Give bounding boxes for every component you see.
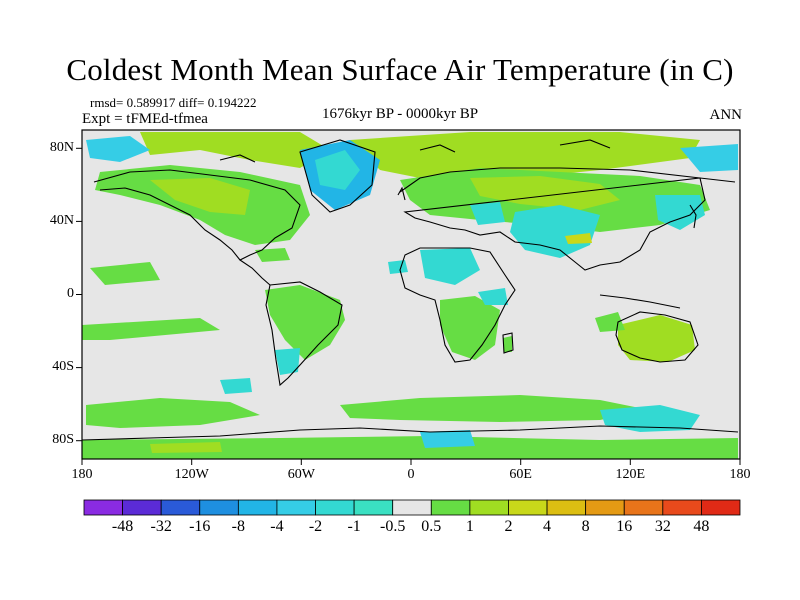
colorbar-box [508, 499, 548, 516]
coast-eurasia [399, 167, 736, 271]
coast-central-america [239, 259, 271, 286]
pacific-warm-strip [82, 318, 220, 340]
lon-label-120w: 120W [174, 467, 209, 482]
sahara-cool [420, 248, 480, 285]
east-asia-cool [655, 195, 705, 230]
east-africa-cool [478, 288, 508, 305]
arctic-warm-band-east [350, 132, 700, 180]
colorbar-label: -32 [150, 518, 172, 535]
season-label: ANN [709, 107, 743, 123]
greenland-cool-inner [315, 150, 360, 190]
lon-label-60e: 60E [509, 467, 532, 482]
arctic-cool-patch-west [86, 136, 150, 162]
arctic-warm-band [140, 132, 330, 168]
pacific-warm-patch [90, 262, 160, 285]
coast-africa [399, 247, 516, 363]
colorbar-box [430, 499, 471, 516]
colorbar-label: 32 [654, 518, 671, 535]
lon-label-120e: 120E [615, 467, 646, 482]
experiment-label: Expt = tFMEd-tfmea [82, 111, 208, 127]
colorbar-box [315, 499, 355, 516]
eurasia-warm-core [470, 176, 620, 210]
south-america-cool [275, 348, 300, 375]
coast-greenland [299, 139, 376, 213]
colorbar-box [199, 499, 239, 516]
lat-label-40s: 40S [52, 359, 74, 374]
southern-ocean-warm-b [340, 395, 650, 422]
colorbar-box [83, 499, 123, 516]
anomaly-field [82, 132, 738, 459]
colorbar-label: 1 [465, 518, 474, 535]
colorbar-label: -1 [347, 518, 361, 535]
colorbar-box [662, 499, 702, 516]
colorbar-label: -0.5 [380, 518, 406, 535]
colorbar-label: -16 [189, 518, 211, 535]
tibet-warm [565, 233, 592, 244]
lat-label-80n: 80N [49, 140, 74, 155]
colorbar-box [276, 499, 316, 516]
axis-ticks [76, 147, 741, 465]
antarctic-cool-patch [420, 430, 475, 448]
southern-ocean-warm-a [86, 398, 260, 428]
colorbar-box [701, 499, 741, 516]
lon-label-0: 0 [407, 467, 415, 482]
colorbar-label: -8 [231, 518, 245, 535]
madagascar-warm [503, 336, 512, 352]
coast-japan [689, 204, 697, 229]
colorbar-box [469, 499, 509, 516]
southern-ocean-cool-small [220, 378, 252, 394]
colorbar-box [585, 499, 625, 516]
colorbar-label: 16 [616, 518, 633, 535]
central-asia-cool [510, 205, 600, 258]
colorbar-label: 8 [581, 518, 590, 535]
coast-antarctica [81, 425, 739, 441]
australia-warm [618, 315, 695, 362]
coast-arctic-islands [219, 139, 611, 163]
lon-label-180e: 180 [729, 467, 751, 482]
lon-label-60w: 60W [287, 467, 315, 482]
colorbar-box [623, 499, 664, 516]
colorbar-label: 48 [693, 518, 710, 535]
colorbar-label: 4 [543, 518, 552, 535]
colorbar-label: -48 [111, 518, 134, 535]
colorbar-label: 2 [504, 518, 513, 535]
lat-label-40n: 40N [49, 213, 74, 228]
arctic-cool-patch-east [680, 144, 738, 172]
europe-cool [470, 202, 505, 225]
lat-label-0: 0 [67, 286, 74, 301]
southern-ocean-cool [600, 405, 700, 432]
africa-warm [440, 296, 500, 360]
colorbar [83, 499, 741, 516]
south-america-warm [265, 285, 345, 360]
coast-south-america [265, 281, 343, 387]
north-america-warm-core [150, 178, 250, 215]
colorbar-box [122, 499, 162, 516]
sahara-cool-west [388, 260, 408, 274]
coast-indonesia [599, 294, 681, 309]
period-label: 1676kyr BP - 0000kyr BP [322, 106, 479, 122]
colorbar-box [392, 499, 432, 516]
colorbar-label: 0.5 [421, 518, 442, 535]
colorbar-box [160, 499, 201, 516]
colorbar-box [237, 499, 278, 516]
antarctic-warm [82, 436, 738, 459]
coastlines [81, 139, 739, 441]
colorbar-label: -4 [270, 518, 284, 535]
colorbar-box [353, 499, 394, 516]
rmsd-diff-stats: rmsd= 0.589917 diff= 0.194222 [90, 95, 257, 110]
antarctic-warm-core [150, 442, 222, 453]
map-title: Coldest Month Mean Surface Air Temperatu… [66, 52, 734, 87]
coast-uk [397, 186, 406, 201]
lon-label-180w: 180 [71, 467, 93, 482]
coast-madagascar [502, 332, 514, 354]
colorbar-box [546, 499, 587, 516]
coast-north-america [93, 169, 301, 261]
colorbar-label: -2 [308, 518, 323, 535]
coast-australia [615, 311, 699, 363]
lat-label-80s: 80S [52, 432, 74, 447]
caribbean-warm [255, 248, 290, 262]
